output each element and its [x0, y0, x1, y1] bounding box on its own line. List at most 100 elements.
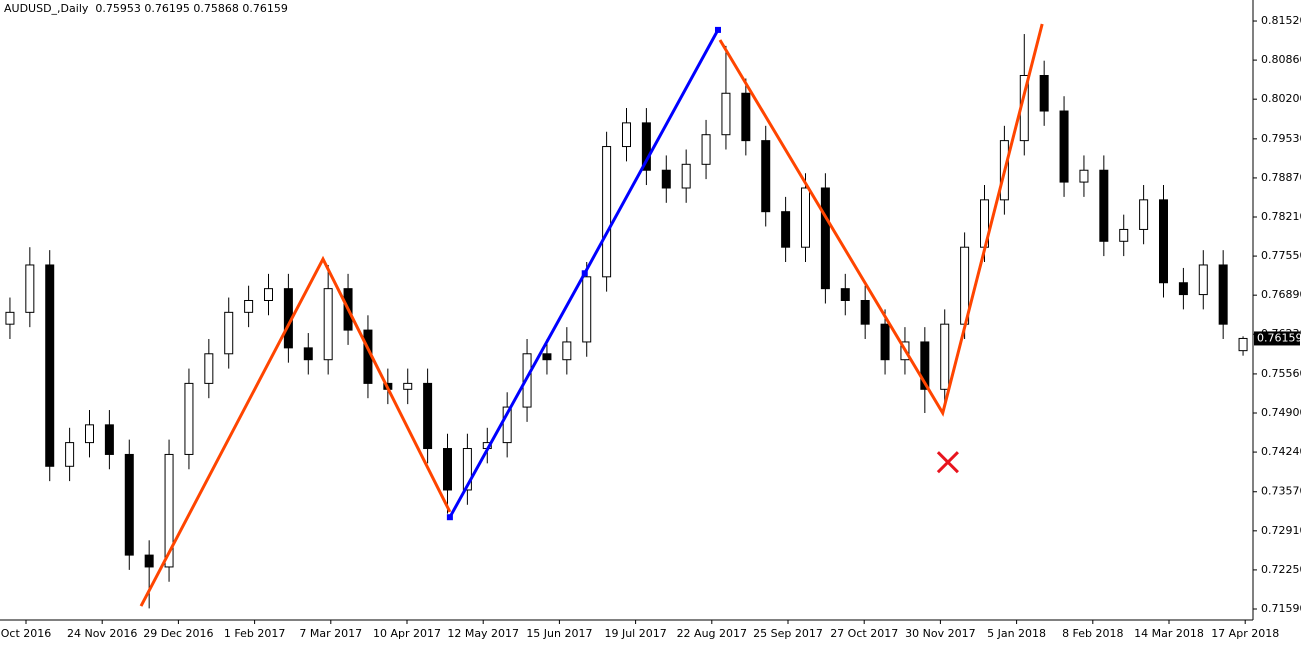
last-price-label: 0.76159 [1257, 331, 1301, 344]
candle [462, 433, 472, 505]
y-tick-label: 0.71590 [1261, 602, 1301, 615]
candle-body [1099, 169, 1109, 242]
candle-body [303, 347, 313, 361]
candle [641, 108, 651, 186]
x-tick-label: 15 Jun 2017 [526, 627, 592, 640]
candle-body [244, 299, 254, 313]
candle-body [562, 341, 572, 361]
candle [1139, 185, 1149, 245]
candle [1198, 250, 1208, 310]
x-tick-label: 30 Nov 2017 [905, 627, 975, 640]
x-tick-label: 17 Apr 2018 [1211, 627, 1279, 640]
candle [85, 410, 94, 458]
candle-body [264, 288, 273, 301]
candle [204, 338, 214, 399]
candle [65, 427, 75, 482]
candle-body [403, 382, 413, 390]
candle-body [1159, 199, 1168, 284]
candle-body [741, 92, 751, 142]
candle [1059, 96, 1069, 197]
candle-body [5, 311, 15, 325]
candle-body [1039, 74, 1049, 112]
candle [602, 131, 612, 292]
x-tick-label: 12 May 2017 [447, 627, 519, 640]
candle-body [104, 424, 114, 455]
x-tick-label: 14 Mar 2018 [1134, 627, 1204, 640]
candle [1099, 155, 1109, 257]
trendline-anchor [446, 514, 453, 521]
ohlc-open: 0.75953 [95, 2, 141, 15]
candle-body [1218, 264, 1228, 325]
candle-body [641, 122, 651, 171]
candle [323, 264, 333, 375]
candle [144, 540, 154, 609]
candle-body [801, 187, 810, 248]
candle-body [25, 264, 35, 313]
last-price-box [1254, 331, 1300, 346]
trendline [139, 255, 452, 607]
candle [264, 273, 273, 316]
candle-body [661, 169, 671, 189]
candle-body [184, 382, 194, 455]
candle [5, 297, 15, 339]
candle-body [1079, 169, 1089, 183]
candle-body [423, 382, 433, 450]
ohlc-high: 0.76195 [144, 2, 190, 15]
candle [124, 439, 134, 570]
candle-body [1139, 199, 1149, 230]
candle [920, 327, 930, 413]
x-tick-label: 27 Oct 2017 [830, 627, 898, 640]
x-tick-label: 1 Feb 2017 [224, 627, 285, 640]
candle [1178, 267, 1188, 310]
candle-body [502, 406, 512, 444]
candle-body [701, 134, 711, 165]
x-tick-label: 25 Sep 2017 [753, 627, 823, 640]
header: AUDUSD_,Daily 0.75953 0.76195 0.75868 0.… [4, 2, 288, 15]
candle-body [462, 448, 472, 491]
candle [880, 309, 890, 375]
ohlc-low: 0.75868 [193, 2, 239, 15]
candle-body [1059, 110, 1069, 183]
candle-body [1198, 264, 1208, 296]
x-tick-label: 10 Apr 2017 [373, 627, 441, 640]
candle [801, 173, 810, 263]
x-tick-label: 7 Mar 2017 [299, 627, 362, 640]
candle-body [721, 92, 731, 136]
candle-body [323, 288, 333, 361]
cross-stroke [936, 451, 959, 474]
candle-body [840, 288, 850, 301]
candle-body [761, 140, 771, 213]
candle [104, 410, 114, 470]
candle-body [1119, 228, 1129, 242]
candle-body [582, 276, 592, 343]
candle [1119, 214, 1129, 257]
candle-body [940, 323, 950, 390]
candle [403, 368, 413, 405]
candle [681, 149, 691, 203]
candle [25, 247, 35, 328]
candle [45, 250, 55, 482]
x-tick-label: 5 Jan 2018 [987, 627, 1046, 640]
candle [224, 297, 234, 369]
candle-body [164, 453, 174, 568]
candle [761, 125, 771, 227]
candle-body [781, 211, 791, 248]
symbol: AUDUSD_,Daily [4, 2, 89, 15]
candle [423, 368, 433, 464]
candle-body [880, 323, 890, 361]
candle [701, 119, 711, 180]
candle [721, 45, 731, 150]
candle [542, 338, 552, 375]
candle [741, 78, 751, 156]
